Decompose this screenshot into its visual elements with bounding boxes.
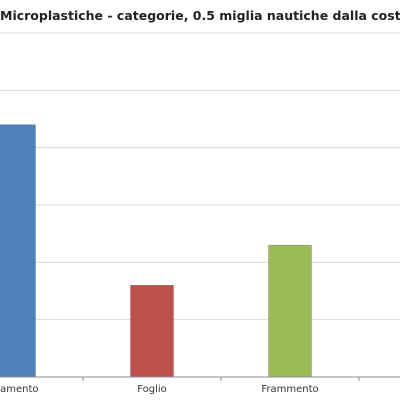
bar-filamento [0,124,36,378]
bars [0,124,312,378]
category-label: Foglio [137,384,167,395]
bar-foglio [130,284,174,378]
x-axis [0,376,400,381]
category-label: Filamento [0,384,38,395]
gridlines [0,32,400,321]
category-label: Frammento [261,384,318,395]
bar-frammento [268,244,312,378]
chart-title: Microplastiche - categorie, 0.5 miglia n… [0,8,400,23]
category-labels: Filamento Foglio Frammento [0,384,319,395]
